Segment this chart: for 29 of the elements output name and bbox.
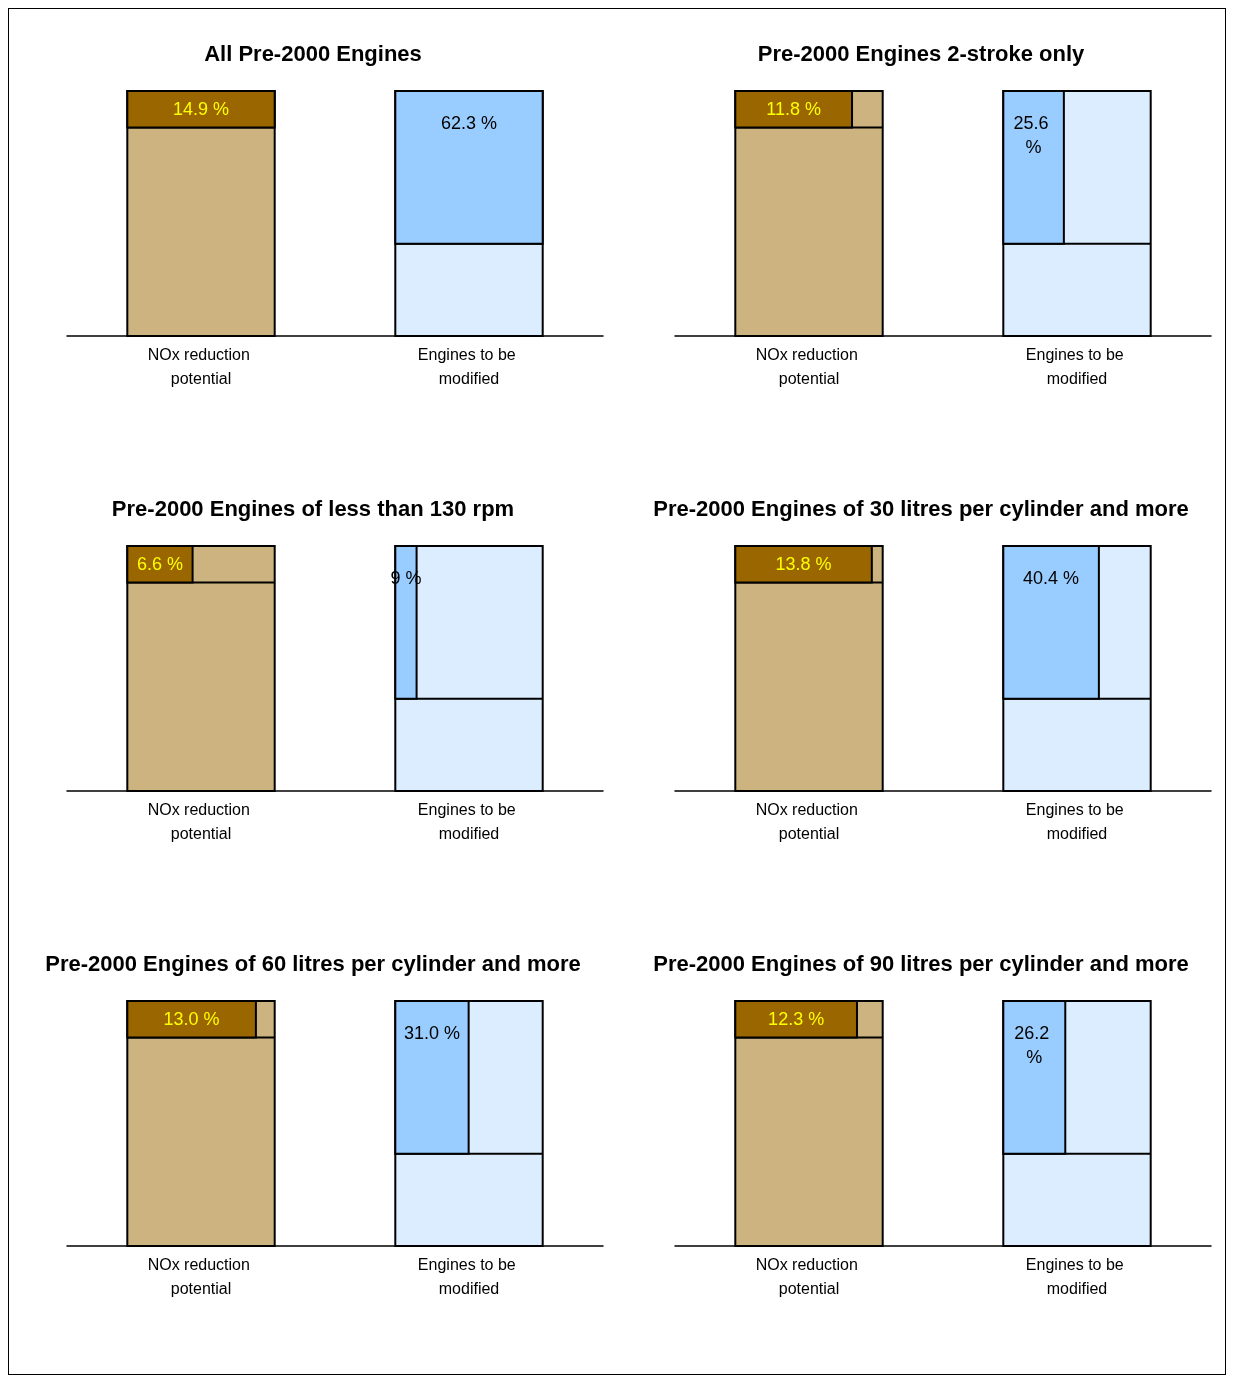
data-label: 13.0 % <box>163 1009 220 1030</box>
data-label: 25.6 % <box>1013 113 1054 157</box>
data-label: 40.4 % <box>1023 568 1080 588</box>
category-label: NOx reduction potential <box>755 800 863 842</box>
data-label: 13.8 % <box>775 554 832 575</box>
category-label: Engines to be modified <box>1025 1255 1129 1297</box>
text: Pre-2000 Engines 2-stroke only <box>757 40 1085 66</box>
category-label: NOx reduction potential <box>147 345 255 387</box>
data-label: 11.8 % <box>766 99 822 120</box>
category-label: Engines to be modified <box>417 345 521 387</box>
data-label: 12.3 % <box>768 1009 825 1030</box>
category-label: NOx reduction potential <box>147 1255 255 1297</box>
text: Pre-2000 Engines of 30 litres per cylinder and more <box>653 495 1189 521</box>
data-label: 6.6 % <box>136 554 183 575</box>
text: Pre-2000 Engines of 90 litres per cylinder and more <box>653 950 1189 976</box>
category-label: NOx reduction potential <box>755 1255 863 1297</box>
category-label: Engines to be modified <box>1025 345 1129 387</box>
data-label: 14.9 % <box>172 99 230 120</box>
data-label: 26.2 % <box>1014 1023 1055 1067</box>
text: All Pre-2000 Engines <box>204 40 422 66</box>
category-label: NOx reduction potential <box>755 345 863 387</box>
text: Pre-2000 Engines of less than 130 rpm <box>111 495 515 521</box>
data-label: 62.3 % <box>440 113 498 133</box>
category-label: Engines to be modified <box>417 800 521 842</box>
category-label: Engines to be modified <box>417 1255 521 1297</box>
text: Pre-2000 Engines of 60 litres per cylinder and more <box>45 950 581 976</box>
category-label: NOx reduction potential <box>147 800 255 842</box>
category-label: Engines to be modified <box>1025 800 1129 842</box>
data-label: 31.0 % <box>403 1023 460 1043</box>
